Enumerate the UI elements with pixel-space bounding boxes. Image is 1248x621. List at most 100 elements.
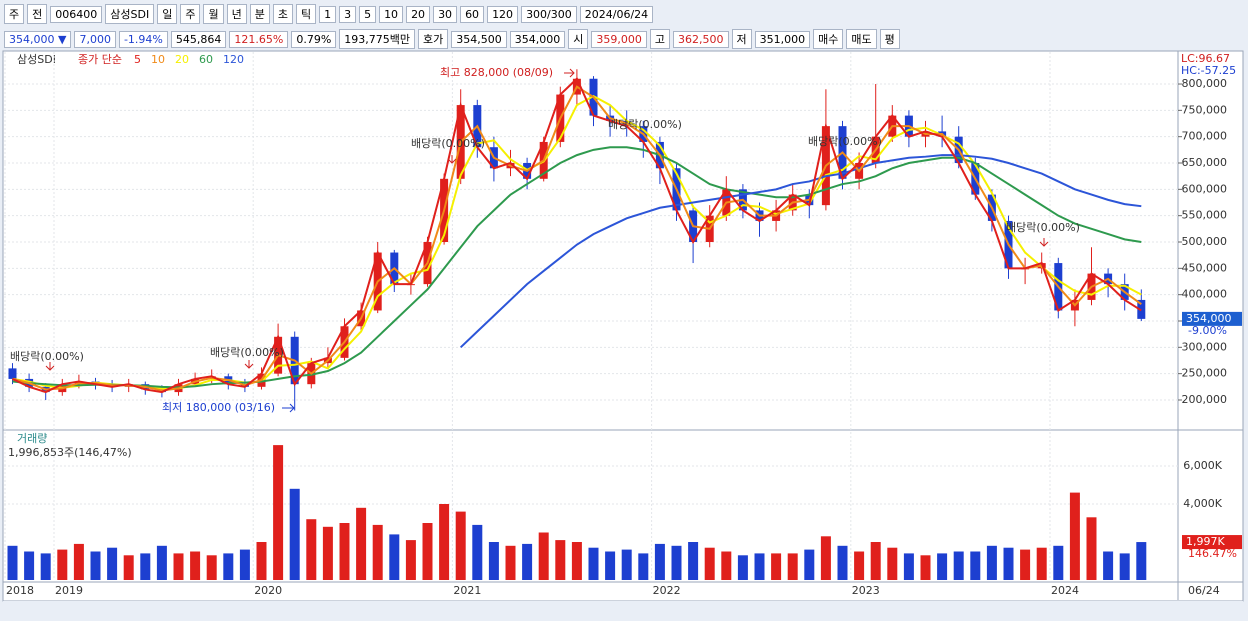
toolbar-item[interactable]: 주 (180, 4, 201, 24)
toolbar-item[interactable]: 5 (359, 5, 377, 23)
ma-line (460, 154, 1142, 349)
toolbar-item[interactable]: 20 (406, 5, 431, 23)
toolbar-item[interactable]: 60 (460, 5, 485, 23)
quote-field[interactable]: 362,500 (673, 30, 729, 48)
volume-bar (405, 540, 416, 580)
quote-field[interactable]: 193,775백만 (339, 29, 416, 49)
volume-bar (1103, 551, 1114, 580)
volume-bar (123, 555, 134, 580)
candle-body (8, 368, 17, 379)
quote-field[interactable]: 저 (731, 29, 752, 49)
toolbar-item[interactable]: 삼성SDI (105, 4, 155, 24)
volume-bar (372, 524, 383, 580)
volume-bar (389, 534, 400, 580)
volume-bar (920, 555, 931, 580)
volume-bar (1069, 492, 1080, 580)
toolbar-item[interactable]: 초 (272, 4, 293, 24)
volume-bar (73, 543, 84, 580)
volume-bar (953, 551, 964, 580)
last-price: 354,000 (1186, 312, 1232, 325)
quote-field[interactable]: 매도 (846, 29, 877, 49)
toolbar-item[interactable]: 006400 (50, 5, 103, 23)
toolbar-item[interactable]: 년 (226, 4, 247, 24)
stock-name: 삼성SDI (17, 53, 56, 66)
volume-bar (505, 545, 516, 580)
quote-field[interactable]: 359,000 (591, 30, 647, 48)
volume-bar (854, 551, 865, 580)
quote-field[interactable]: -1.94% (118, 30, 168, 48)
last-volume: 1,997K (1186, 535, 1225, 548)
ma-line (12, 146, 1142, 389)
toolbar-item[interactable]: 틱 (295, 4, 317, 24)
x-tick-label: 2019 (55, 584, 83, 597)
quote-field[interactable]: 545,864 (170, 30, 227, 48)
volume-bar (1086, 517, 1097, 580)
chart-frame (2, 50, 1244, 602)
toolbar-item[interactable]: 분 (249, 4, 270, 24)
legend-entry: 5 (134, 53, 141, 66)
volume-bar (771, 553, 782, 580)
y-tick-label: 400,000 (1182, 288, 1228, 301)
volume-bar (439, 504, 450, 580)
quote-field[interactable]: 7,000 (74, 30, 116, 48)
legend-entry: 60 (199, 53, 213, 66)
toolbar-item[interactable]: 일 (157, 4, 178, 24)
volume-bar (970, 551, 981, 580)
toolbar-item[interactable]: 2024/06/24 (579, 5, 654, 23)
quote-field[interactable]: 평 (879, 29, 900, 49)
volume-bar (488, 542, 499, 580)
quote-field[interactable]: 354,500 (451, 30, 507, 48)
y-tick-label: 500,000 (1182, 235, 1228, 248)
toolbar-item[interactable]: 전 (27, 4, 48, 24)
volume-bar (190, 551, 201, 580)
y-tick-label: 200,000 (1182, 393, 1228, 406)
y-tick-label: 700,000 (1182, 130, 1228, 143)
toolbar-item[interactable]: 300/300 (521, 5, 577, 23)
quote-field[interactable]: 121.65% (229, 30, 289, 48)
ma-label: 종가 단순 (78, 53, 122, 66)
volume-bar (422, 523, 433, 580)
annotation: 배당락(0.00%) (1006, 221, 1080, 234)
x-tick-label: 2020 (254, 584, 282, 597)
volume-bar (538, 532, 549, 580)
volume-bar (322, 526, 333, 580)
volume-bar (339, 523, 350, 580)
lc: LC:96.67 (1181, 52, 1230, 65)
last-volume-ratio: 146.47% (1188, 547, 1237, 560)
quote-field[interactable]: 고 (649, 29, 671, 49)
quote-field[interactable]: 351,000 (754, 30, 811, 48)
scroll-bar[interactable] (3, 601, 1243, 619)
volume-bar (522, 543, 533, 580)
volume-bar (90, 551, 101, 580)
legend-entry: 20 (175, 53, 189, 66)
toolbar: 주 전 006400 삼성SDI 일 주 월 년 분 초 틱 1 3 5 10 20 30 60 120 300/30… (0, 4, 654, 24)
quote-field[interactable]: 354,000 ▼ (4, 30, 72, 48)
toolbar-item[interactable]: 120 (487, 5, 519, 23)
quote-field[interactable]: 시 (568, 29, 589, 49)
volume-bar (1036, 547, 1047, 580)
volume-bar (654, 543, 665, 580)
toolbar-item[interactable]: 30 (433, 5, 458, 23)
quote-field[interactable]: 호가 (418, 29, 449, 49)
volume-summary: 1,996,853주(146,47%) (8, 446, 132, 459)
volume-bar (903, 553, 914, 580)
toolbar-item[interactable]: 월 (203, 4, 224, 24)
event-arrow (447, 155, 457, 164)
toolbar-item[interactable]: 주 (4, 4, 25, 24)
volume-bar (621, 549, 632, 580)
volume-bar (571, 542, 582, 580)
toolbar-item[interactable]: 10 (379, 5, 404, 23)
volume-bar (638, 553, 649, 580)
volume-bar (256, 542, 267, 580)
last-price-box (1182, 311, 1242, 326)
toolbar-item[interactable]: 1 (319, 5, 337, 23)
volume-bar (7, 545, 18, 580)
y-tick-label: 250,000 (1182, 367, 1228, 380)
quote-field[interactable]: 354,000 (509, 30, 566, 48)
quote-field[interactable]: 0.79% (291, 30, 337, 48)
legend-entry: 10 (151, 53, 165, 66)
quote-field[interactable]: 매수 (813, 29, 844, 49)
toolbar-item[interactable]: 3 (339, 5, 357, 23)
